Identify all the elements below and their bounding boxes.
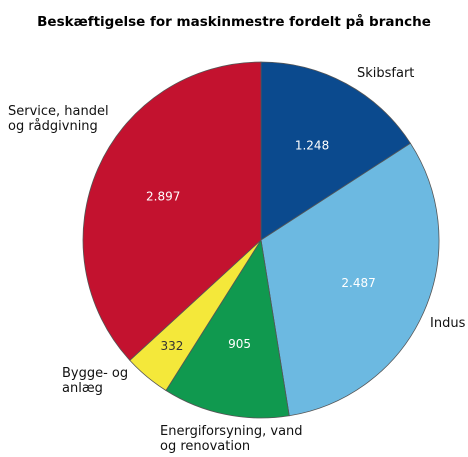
pie-slice <box>82 61 262 361</box>
pie-slice <box>260 61 411 241</box>
category-label: Energiforsyning, vand og renovation <box>160 424 303 454</box>
category-label: Service, handel og rådgivning <box>8 104 109 134</box>
data-label: 2.487 <box>341 276 375 290</box>
pie-slice <box>260 142 440 417</box>
category-label: Bygge- og anlæg <box>62 366 129 396</box>
chart-title: Beskæftigelse for maskinmestre fordelt p… <box>37 14 431 30</box>
category-label: Indus <box>430 316 466 331</box>
data-label: 1.248 <box>295 139 329 153</box>
data-label: 2.897 <box>146 190 180 204</box>
data-label: 905 <box>228 337 251 351</box>
pie-slice <box>165 238 290 419</box>
data-label: 332 <box>161 339 184 353</box>
category-label: Skibsfart <box>357 66 415 81</box>
